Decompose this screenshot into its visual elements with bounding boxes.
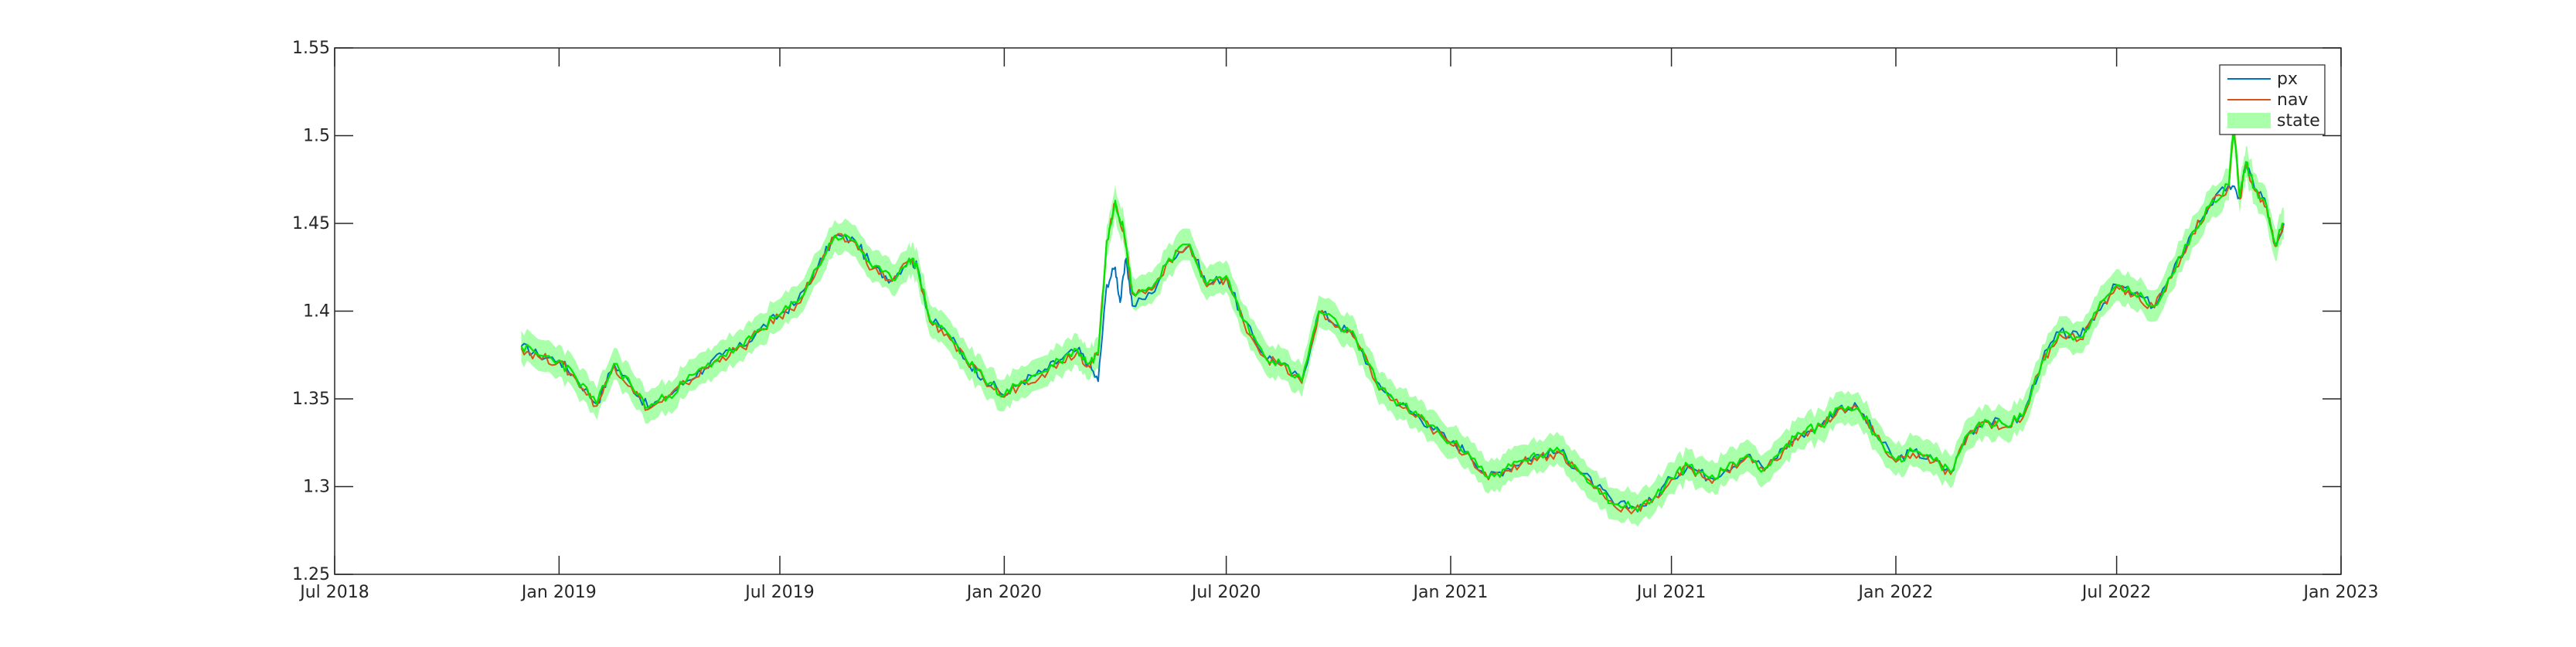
- x-tick-label: Jan 2019: [520, 583, 597, 602]
- x-tick-label: Jan 2021: [1412, 583, 1489, 602]
- legend-label-state: state: [2277, 111, 2320, 131]
- legend-label-nav: nav: [2277, 90, 2308, 110]
- legend-swatch-state: [2227, 113, 2271, 128]
- x-tick-label: Jul 2018: [298, 583, 369, 602]
- state-band-layer: [521, 109, 2284, 527]
- y-tick-label: 1.35: [292, 390, 330, 409]
- y-axis: 1.25 1.3 1.35 1.4 1.45 1.5 1.55: [292, 39, 2341, 584]
- x-tick-label: Jul 2020: [1190, 583, 1261, 602]
- y-tick-label: 1.25: [292, 565, 330, 584]
- y-tick-label: 1.4: [303, 302, 330, 322]
- series-line-layer: [520, 124, 2285, 515]
- y-tick-label: 1.45: [292, 214, 330, 233]
- y-tick-label: 1.3: [303, 478, 330, 497]
- x-tick-label: Jul 2021: [1635, 583, 1707, 602]
- x-tick-label: Jul 2019: [744, 583, 815, 602]
- y-tick-label: 1.55: [292, 39, 330, 58]
- x-axis: Jul 2018 Jan 2019 Jul 2019 Jan 2020 Jul 2020…: [298, 48, 2378, 602]
- legend-label-px: px: [2277, 70, 2298, 89]
- x-tick-label: Jan 2020: [965, 583, 1042, 602]
- x-tick-label: Jan 2022: [1857, 583, 1934, 602]
- series-line-state: [520, 124, 2284, 512]
- series-line-px: [520, 161, 2285, 512]
- y-tick-label: 1.5: [303, 127, 330, 146]
- x-tick-label: Jan 2023: [2302, 583, 2379, 602]
- x-tick-label: Jul 2022: [2081, 583, 2152, 602]
- series-band-state: [521, 109, 2284, 527]
